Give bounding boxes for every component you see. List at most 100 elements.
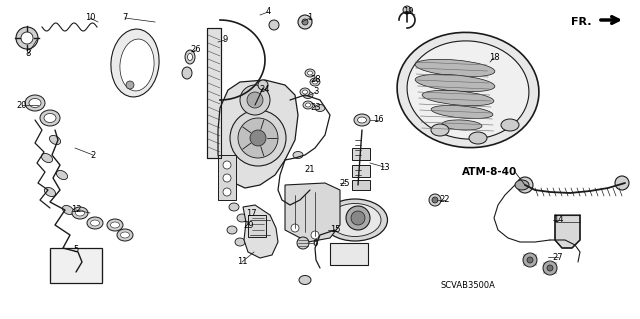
Text: 22: 22 bbox=[440, 196, 451, 204]
Polygon shape bbox=[555, 215, 580, 248]
Bar bbox=[352, 148, 370, 160]
Text: 8: 8 bbox=[26, 49, 31, 58]
Circle shape bbox=[302, 19, 308, 25]
Circle shape bbox=[240, 85, 270, 115]
Ellipse shape bbox=[49, 136, 61, 145]
Circle shape bbox=[543, 261, 557, 275]
Circle shape bbox=[223, 161, 231, 169]
Ellipse shape bbox=[422, 90, 494, 106]
Circle shape bbox=[291, 224, 299, 232]
Circle shape bbox=[523, 253, 537, 267]
Text: 1: 1 bbox=[307, 13, 312, 23]
Text: FR.: FR. bbox=[572, 17, 592, 27]
Text: 27: 27 bbox=[553, 253, 563, 262]
Text: 28: 28 bbox=[310, 76, 321, 85]
Ellipse shape bbox=[120, 39, 154, 91]
Circle shape bbox=[547, 265, 553, 271]
Ellipse shape bbox=[501, 119, 519, 131]
Ellipse shape bbox=[303, 92, 313, 99]
Ellipse shape bbox=[315, 105, 325, 112]
Ellipse shape bbox=[354, 114, 370, 126]
Ellipse shape bbox=[323, 199, 387, 241]
Ellipse shape bbox=[120, 232, 129, 238]
Ellipse shape bbox=[299, 276, 311, 285]
Ellipse shape bbox=[117, 229, 133, 241]
Text: 23: 23 bbox=[310, 102, 321, 112]
Ellipse shape bbox=[90, 220, 99, 226]
Ellipse shape bbox=[415, 74, 495, 92]
Ellipse shape bbox=[76, 210, 84, 216]
Text: 9: 9 bbox=[222, 35, 228, 44]
Text: 14: 14 bbox=[553, 216, 563, 225]
Bar bbox=[248, 215, 266, 237]
Ellipse shape bbox=[29, 99, 41, 108]
Circle shape bbox=[527, 257, 533, 263]
Circle shape bbox=[21, 32, 33, 44]
Ellipse shape bbox=[25, 95, 45, 111]
Circle shape bbox=[16, 27, 38, 49]
Text: 17: 17 bbox=[246, 209, 256, 218]
Text: 26: 26 bbox=[191, 46, 202, 55]
Ellipse shape bbox=[40, 110, 60, 126]
Ellipse shape bbox=[235, 238, 245, 246]
Polygon shape bbox=[243, 205, 278, 258]
Ellipse shape bbox=[515, 180, 529, 190]
Ellipse shape bbox=[431, 106, 493, 119]
Text: 3: 3 bbox=[314, 87, 319, 97]
Text: 13: 13 bbox=[379, 162, 389, 172]
Bar bbox=[207, 28, 221, 158]
Bar bbox=[352, 165, 370, 177]
Ellipse shape bbox=[469, 132, 487, 144]
Ellipse shape bbox=[312, 80, 317, 84]
Ellipse shape bbox=[305, 103, 310, 107]
Ellipse shape bbox=[111, 222, 120, 228]
Text: 21: 21 bbox=[305, 166, 316, 174]
Ellipse shape bbox=[227, 226, 237, 234]
Text: 24: 24 bbox=[260, 85, 270, 94]
Circle shape bbox=[269, 20, 279, 30]
Text: 2: 2 bbox=[90, 151, 95, 160]
Text: ATM-8-40: ATM-8-40 bbox=[462, 167, 518, 177]
Circle shape bbox=[403, 6, 411, 14]
Ellipse shape bbox=[310, 78, 320, 86]
Ellipse shape bbox=[290, 198, 300, 205]
Ellipse shape bbox=[397, 33, 539, 148]
Text: 20: 20 bbox=[17, 100, 28, 109]
Circle shape bbox=[346, 206, 370, 230]
Text: 19: 19 bbox=[403, 8, 413, 17]
Text: 11: 11 bbox=[237, 257, 247, 266]
Ellipse shape bbox=[87, 217, 103, 229]
Ellipse shape bbox=[293, 152, 303, 159]
Ellipse shape bbox=[305, 69, 315, 77]
Text: 6: 6 bbox=[312, 240, 317, 249]
Ellipse shape bbox=[307, 71, 312, 75]
Text: 7: 7 bbox=[122, 13, 128, 23]
Circle shape bbox=[247, 92, 263, 108]
Ellipse shape bbox=[182, 67, 192, 79]
Ellipse shape bbox=[44, 188, 56, 197]
Ellipse shape bbox=[44, 114, 56, 122]
Ellipse shape bbox=[431, 124, 449, 136]
Ellipse shape bbox=[329, 204, 381, 236]
Circle shape bbox=[126, 81, 134, 89]
Ellipse shape bbox=[358, 117, 367, 123]
Ellipse shape bbox=[63, 205, 74, 215]
Ellipse shape bbox=[185, 50, 195, 64]
Circle shape bbox=[223, 188, 231, 196]
Ellipse shape bbox=[72, 207, 88, 219]
Circle shape bbox=[429, 194, 441, 206]
Circle shape bbox=[517, 177, 533, 193]
Circle shape bbox=[432, 197, 438, 203]
Bar bbox=[218, 155, 236, 200]
Text: SCVAB3500A: SCVAB3500A bbox=[440, 280, 495, 290]
Ellipse shape bbox=[407, 41, 529, 139]
Circle shape bbox=[250, 130, 266, 146]
Polygon shape bbox=[218, 80, 298, 188]
Circle shape bbox=[298, 15, 312, 29]
Text: 4: 4 bbox=[266, 8, 271, 17]
Bar bbox=[50, 248, 102, 283]
Text: 5: 5 bbox=[74, 244, 79, 254]
Circle shape bbox=[615, 176, 629, 190]
Polygon shape bbox=[285, 183, 340, 242]
Text: 12: 12 bbox=[71, 205, 81, 214]
